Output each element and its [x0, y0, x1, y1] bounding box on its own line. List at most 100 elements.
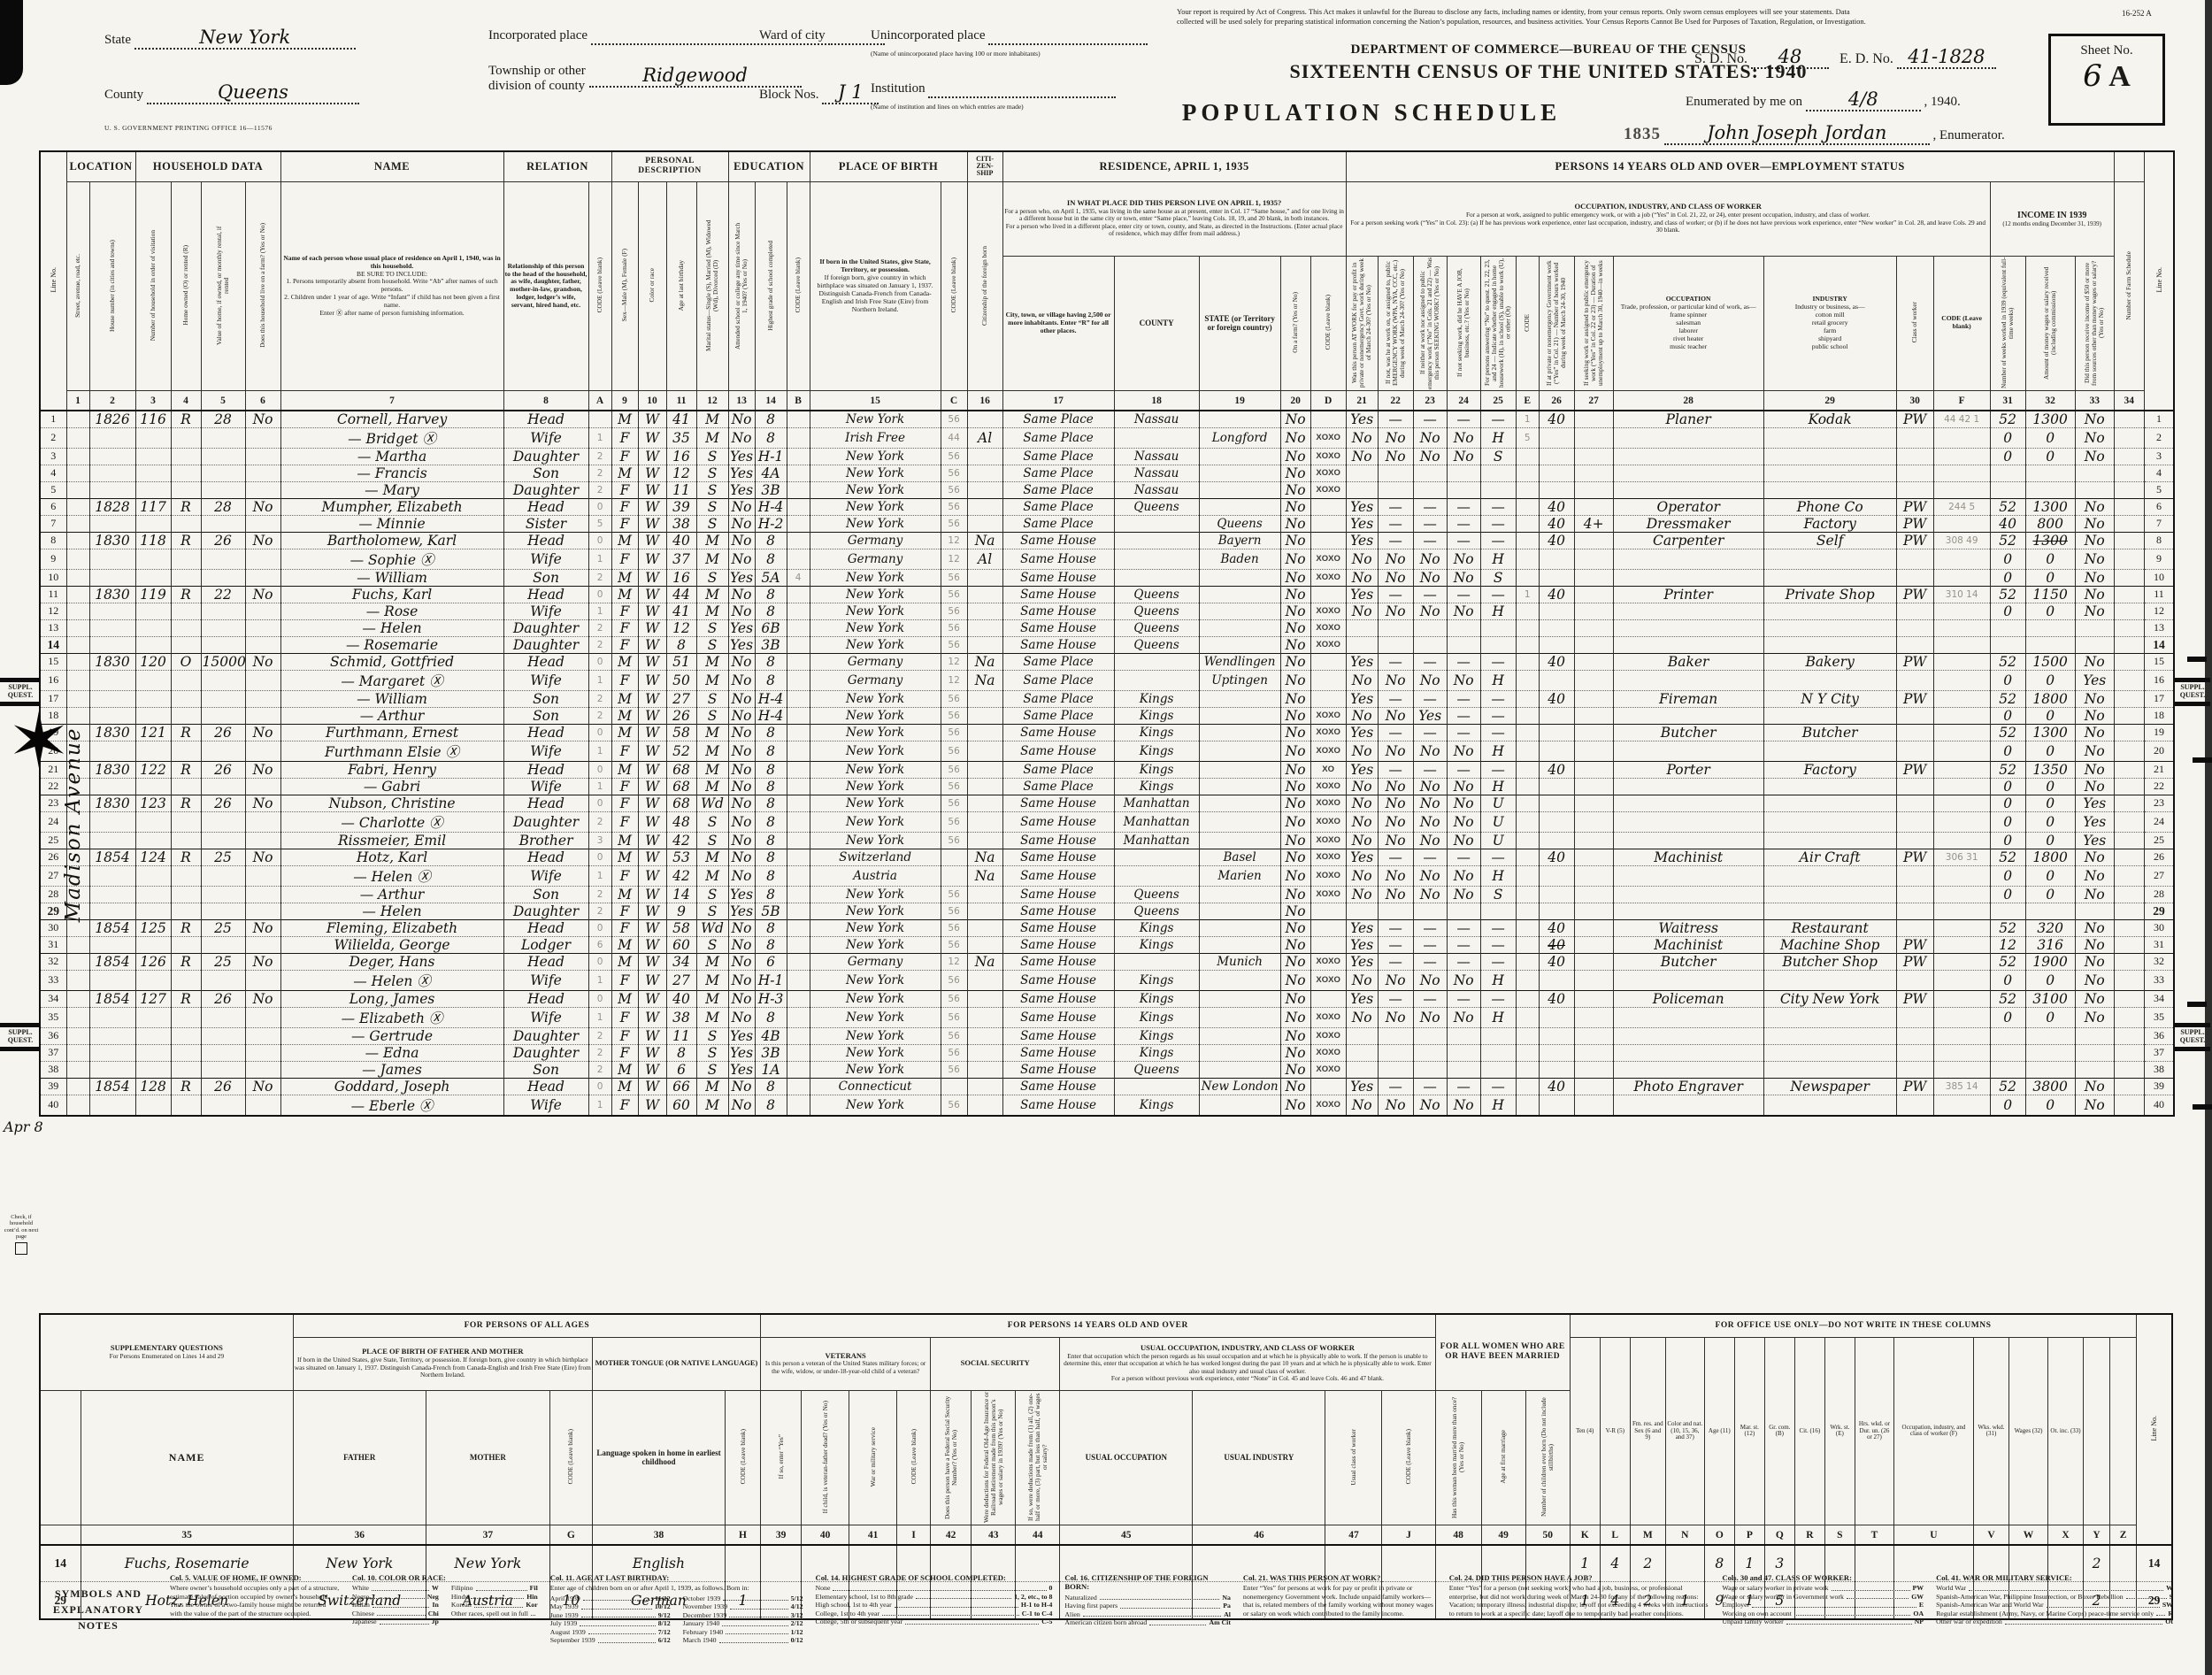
cell-race: W [637, 464, 667, 482]
cell-oth: No [2074, 652, 2115, 671]
cell-dur [1573, 585, 1614, 603]
cell-race: W [637, 1060, 667, 1079]
cell-house [88, 689, 136, 708]
cell-e [1515, 635, 1540, 654]
cell-a: 1 [588, 740, 612, 762]
cell-val [200, 669, 246, 691]
line-number: 32 [39, 952, 67, 971]
cell-race: W [637, 669, 667, 691]
cell-val: 26 [200, 1077, 246, 1095]
cell-f [1932, 1060, 1991, 1079]
note-code-label: White [351, 1584, 369, 1593]
cell-c: 12 [940, 952, 968, 971]
cell-grade: 8 [754, 531, 787, 549]
cell-name: Wilielda, George [280, 935, 504, 954]
cell-b [786, 885, 810, 903]
column-number: 22 [1377, 390, 1414, 411]
cell-cit [966, 935, 1003, 954]
cell-c: 56 [940, 619, 968, 637]
note-code-row: Filipino Fil [451, 1584, 538, 1593]
column-number: 16 [966, 390, 1003, 411]
cell-name: — Arthur [280, 706, 504, 725]
cell-name: — Helen [280, 902, 504, 920]
person-row: 25 Rissmeier, Emil Brother 3 M W 42 S No 8 New Yor… [39, 831, 2175, 849]
cell-dur [1573, 902, 1614, 920]
column-description-line: If foreign born, give country in which b… [817, 273, 933, 289]
cell-hrs: 40 [1538, 531, 1575, 549]
cell-ind [1763, 464, 1897, 482]
supp-group-line: Wks. wkd. (31) [1978, 1423, 2005, 1438]
cell-sch: No [727, 548, 756, 570]
cell-occ [1612, 902, 1764, 920]
cell-r19 [1198, 740, 1281, 762]
cell-sch: No [727, 989, 756, 1008]
supp-banner: FOR OFFICE USE ONLY—DO NOT WRITE IN THES… [1569, 1313, 2138, 1338]
cell-ind [1763, 885, 1897, 903]
cell-sch: No [727, 1094, 756, 1116]
note-code-row: Hindu Hin [451, 1593, 538, 1602]
cell-r18: Kings [1113, 969, 1200, 991]
cell-r20: No [1279, 585, 1311, 603]
cell-r18: Queens [1113, 885, 1200, 903]
cell-c25: — [1479, 760, 1517, 779]
line-number: 18 [39, 706, 67, 725]
note-code-row: College, 1st to 4th year C-1 to C-4 [816, 1610, 1053, 1618]
line-number: 11 [2143, 585, 2175, 603]
note-code-row: Naturalized Na [1064, 1594, 1231, 1602]
column-number: E [1515, 390, 1540, 411]
cell-ind [1763, 602, 1897, 620]
note-code-value: H-1 to H-4 [1020, 1601, 1053, 1610]
cell-b [786, 1094, 810, 1116]
cell-c23: — [1412, 1077, 1448, 1095]
cell-rel: Wife [503, 426, 589, 449]
cell-farm6 [244, 447, 281, 465]
supp-cell [849, 1581, 898, 1619]
cell-cls: PW [1895, 497, 1934, 516]
cell-age: 11 [665, 480, 697, 499]
cell-name: — Sophie Ⓧ [280, 548, 504, 570]
column-number: C [940, 390, 968, 411]
cell-b [786, 848, 810, 866]
cell-hrs: 40 [1538, 989, 1575, 1008]
cell-oth: No [2074, 723, 2115, 741]
cell-r17: Same House [1002, 548, 1115, 570]
cell-ten [170, 1006, 202, 1028]
cell-a: 2 [588, 902, 612, 920]
cell-c24: — [1446, 918, 1481, 937]
supp-cell: 2 [1629, 1581, 1666, 1619]
cell-mar: M [695, 740, 729, 762]
cell-dur [1573, 497, 1614, 516]
cell-dur [1573, 1026, 1614, 1045]
supp-cell [2109, 1581, 2138, 1619]
column-description: City, town, or village having 2,500 or m… [1002, 255, 1115, 392]
cell-c23: No [1412, 969, 1448, 991]
schedule-title: POPULATION SCHEDULE [1181, 99, 1562, 126]
cell-house [88, 811, 136, 833]
cell-c24: No [1446, 426, 1481, 449]
cell-oth [2074, 1043, 2115, 1062]
suppl-quest-tab-left-29: SUPPL. QUEST. [0, 1021, 41, 1053]
dots-leader [2125, 1598, 2167, 1600]
note-code-value: 9/12 [657, 1610, 671, 1619]
cell-pob: New York [809, 619, 941, 637]
note-code-label: January 1940 [682, 1619, 720, 1628]
cell-c22: — [1377, 585, 1414, 603]
cell-r20: No [1279, 652, 1311, 671]
form-header: 16-252 A Your report is required by Act … [0, 0, 2212, 150]
cell-house [88, 447, 136, 465]
cell-hh: 122 [134, 760, 172, 779]
cell-age: 9 [665, 902, 697, 920]
cell-r19: Basel [1198, 848, 1281, 866]
cell-cit [966, 1043, 1003, 1062]
supp-cell [1893, 1543, 1974, 1582]
supp-cell [1664, 1543, 1705, 1582]
supp-description-label: CODE (Leave blank) [1404, 1429, 1413, 1485]
cell-name: — Mary [280, 480, 504, 499]
cell-wag [2024, 1043, 2076, 1062]
cell-cit [966, 811, 1003, 833]
cell-ind: Self [1763, 531, 1897, 549]
cell-hrs [1538, 794, 1575, 812]
group-banner: CITI- ZEN- SHIP [966, 150, 1003, 182]
cell-wag: 1500 [2024, 652, 2076, 671]
cell-hh [134, 514, 172, 533]
